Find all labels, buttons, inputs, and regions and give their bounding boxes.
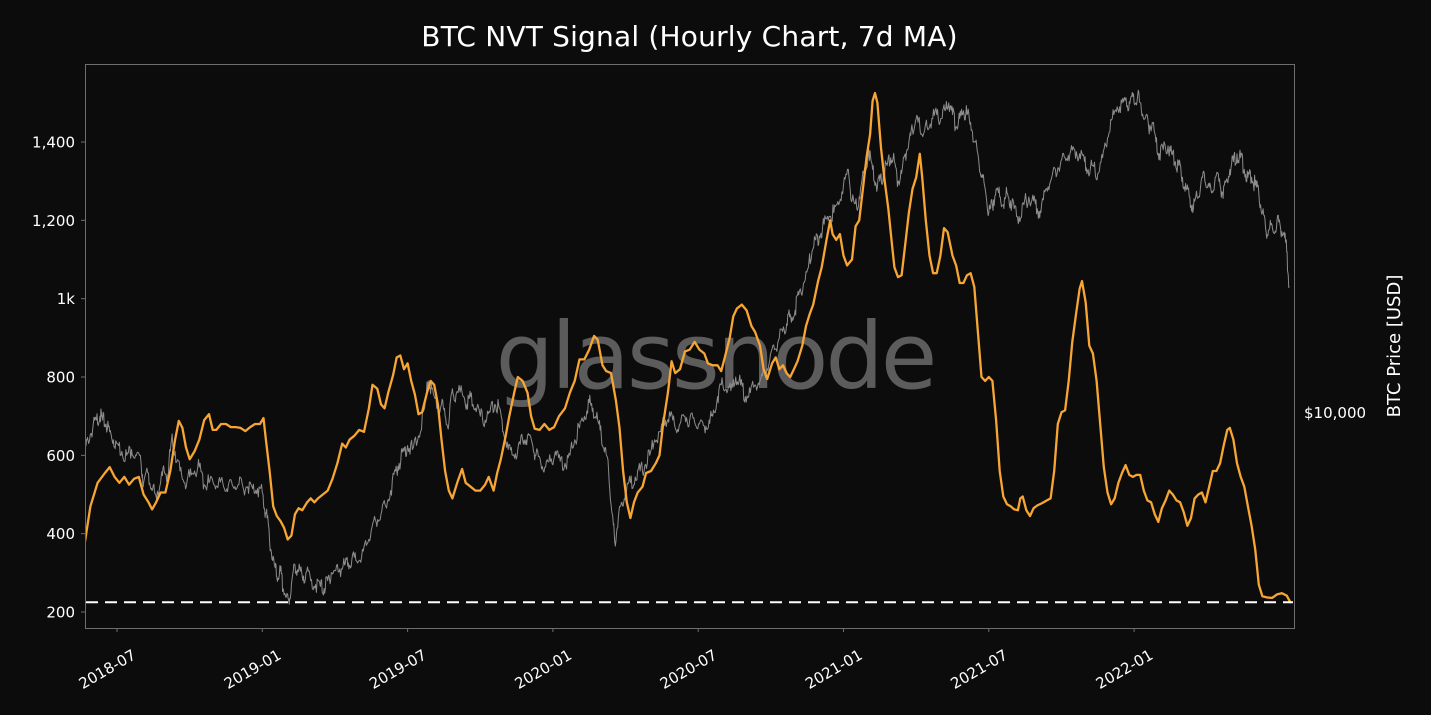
plot-frame <box>85 64 1295 629</box>
btc-price-line <box>85 89 1290 605</box>
chart-title: BTC NVT Signal (Hourly Chart, 7d MA) <box>421 20 958 53</box>
x-tick-label: 2019-07 <box>366 646 429 693</box>
y2-axis-title: BTC Price [USD] <box>1384 275 1405 418</box>
y-tick-label: 600 <box>46 447 75 465</box>
x-tick-label: 2021-01 <box>802 646 865 693</box>
y-axis-right: $10,000 BTC Price [USD] <box>1304 275 1405 422</box>
glassnode-watermark: glassnode <box>496 303 938 410</box>
nvt-signal-line <box>85 91 1292 604</box>
y-tick-label: 800 <box>46 369 75 387</box>
y-tick-label: 400 <box>46 525 75 543</box>
y-axis-left: 200 400 600 800 1k 1,200 1,400 <box>32 134 85 622</box>
y-tick-label: 1,400 <box>32 134 75 152</box>
y2-tick-label: $10,000 <box>1304 404 1366 422</box>
y-tick-label: 1,200 <box>32 212 75 230</box>
x-tick-label: 2020-01 <box>512 646 575 693</box>
plot-series <box>85 89 1292 605</box>
watermark-text: glassnode <box>496 303 935 410</box>
y-tick-label: 200 <box>46 604 75 622</box>
x-tick-label: 2020-07 <box>657 646 720 693</box>
y-tick-label: 1k <box>57 290 76 308</box>
x-tick-label: 2022-01 <box>1093 646 1156 693</box>
x-tick-label: 2021-07 <box>948 646 1011 693</box>
x-axis: 2018-07 2019-01 2019-07 2020-01 2020-07 2021-… <box>76 628 1156 693</box>
x-tick-label: 2018-07 <box>76 646 139 693</box>
x-tick-label: 2019-01 <box>221 646 284 693</box>
